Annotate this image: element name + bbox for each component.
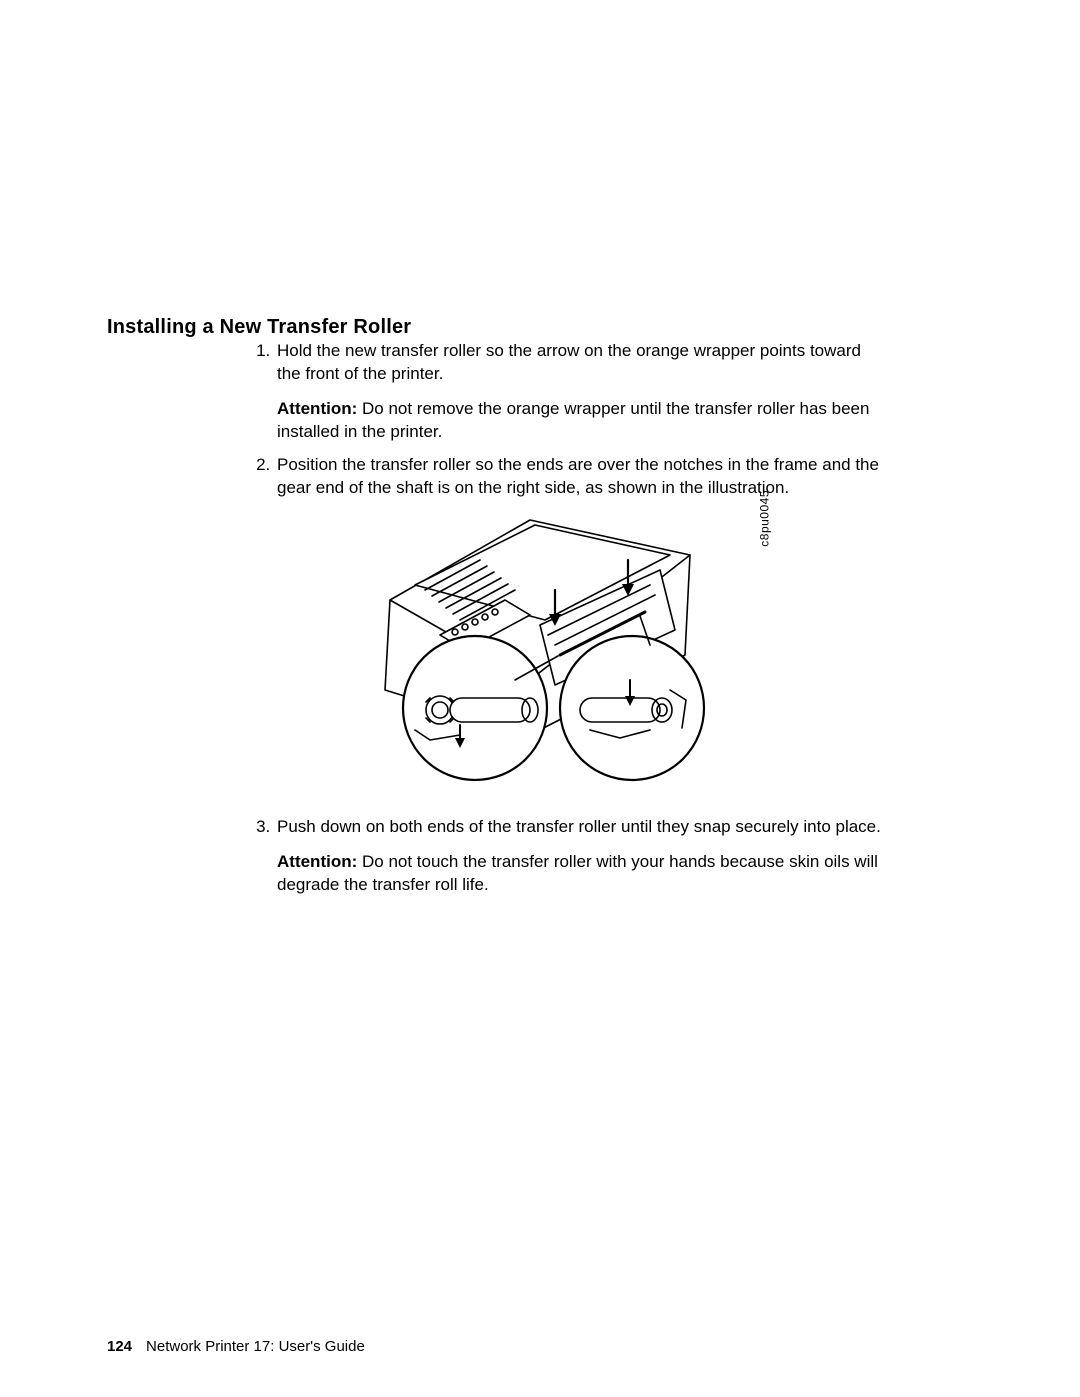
attention-text: Do not remove the orange wrapper until t…: [277, 399, 869, 441]
page-number: 124: [107, 1338, 132, 1355]
step-1-attention: Attention: Do not remove the orange wrap…: [277, 398, 889, 444]
instruction-figure: c8pu0045: [330, 480, 750, 790]
step-3: Push down on both ends of the transfer r…: [275, 816, 889, 897]
attention-label: Attention:: [277, 852, 357, 871]
step-3-text: Push down on both ends of the transfer r…: [277, 817, 881, 836]
step-3-attention: Attention: Do not touch the transfer rol…: [277, 851, 889, 897]
document-page: Installing a New Transfer Roller Hold th…: [0, 0, 1080, 1397]
section-heading: Installing a New Transfer Roller: [107, 316, 411, 339]
page-footer: 124 Network Printer 17: User's Guide: [107, 1338, 365, 1355]
attention-text: Do not touch the transfer roller with yo…: [277, 852, 878, 894]
instruction-list-cont: Push down on both ends of the transfer r…: [249, 816, 889, 897]
step-1: Hold the new transfer roller so the arro…: [275, 340, 889, 444]
doc-title: Network Printer 17: User's Guide: [146, 1338, 365, 1355]
figure-code: c8pu0045: [758, 490, 772, 547]
printer-illustration-icon: [330, 480, 750, 790]
instruction-list: Hold the new transfer roller so the arro…: [249, 340, 889, 500]
attention-label: Attention:: [277, 399, 357, 418]
step-1-text: Hold the new transfer roller so the arro…: [277, 341, 861, 383]
content-block-after: Push down on both ends of the transfer r…: [249, 816, 889, 907]
